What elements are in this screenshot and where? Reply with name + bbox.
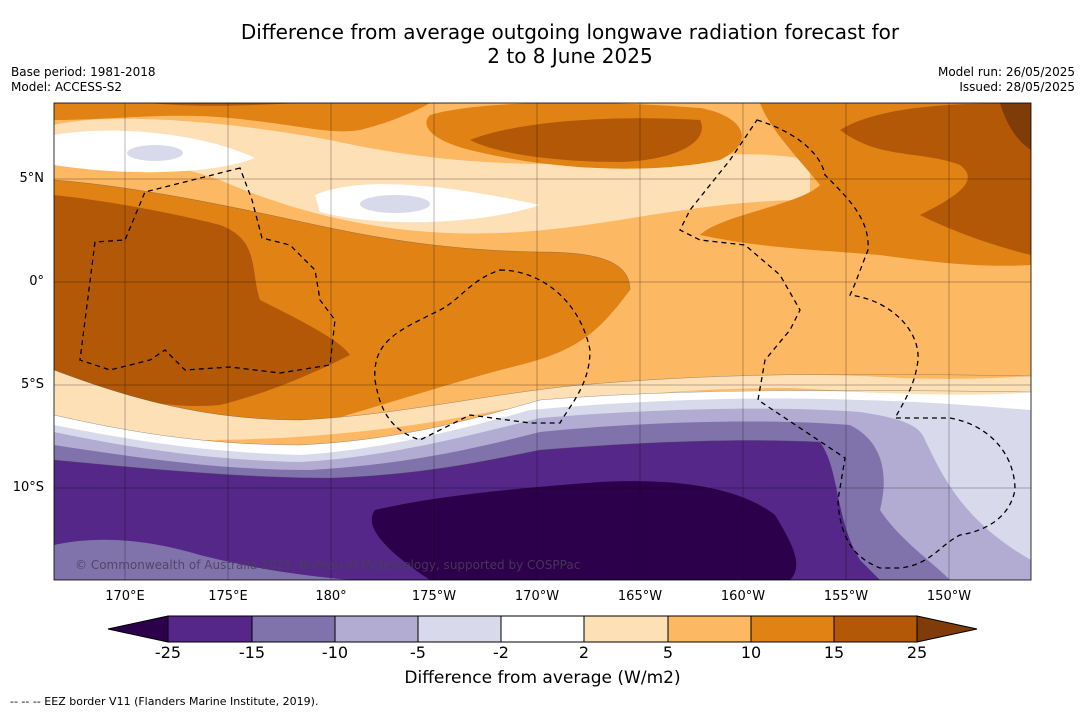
lat-label-10s: 10°S bbox=[12, 480, 44, 495]
colorbar-tick-9: 25 bbox=[906, 643, 928, 662]
eez-footnote: -- -- -- EEZ border V11 (Flanders Marine… bbox=[10, 695, 319, 708]
colorbar-tick-6: 5 bbox=[662, 643, 674, 662]
band-neg-small-1 bbox=[127, 145, 183, 161]
colorbar-high-arrow bbox=[916, 615, 978, 643]
colorbar-seg-2 bbox=[251, 615, 336, 643]
lon-label-170e: 170°E bbox=[105, 589, 145, 604]
base-period: Base period: 1981-2018 bbox=[11, 65, 156, 79]
band-lt-neg25 bbox=[371, 481, 797, 580]
model-name: Model: ACCESS-S2 bbox=[11, 80, 123, 94]
colorbar-seg-5 bbox=[500, 615, 585, 643]
lon-label-170w: 170°W bbox=[514, 589, 560, 604]
lat-label-eq: 0° bbox=[29, 274, 44, 289]
colorbar bbox=[107, 615, 978, 643]
colorbar-tick-5: 2 bbox=[578, 643, 590, 662]
lat-label-5s: 5°S bbox=[20, 377, 44, 392]
colorbar-tick-1: -15 bbox=[238, 643, 266, 662]
colorbar-seg-3 bbox=[334, 615, 419, 643]
band-neg-small-2 bbox=[360, 195, 430, 213]
anomaly-field bbox=[54, 103, 1031, 580]
lat-label-5n: 5°N bbox=[19, 171, 45, 186]
colorbar-tick-4: -2 bbox=[493, 643, 509, 662]
colorbar-seg-6 bbox=[583, 615, 669, 643]
band-10-15-top-left bbox=[54, 103, 430, 132]
graticule bbox=[54, 103, 1031, 580]
lon-label-165w: 165°W bbox=[617, 589, 663, 604]
title-line-1: Difference from average outgoing longwav… bbox=[240, 20, 900, 44]
map-frame bbox=[53, 102, 1032, 581]
issued-date: Issued: 28/05/2025 bbox=[959, 80, 1075, 94]
lon-label-175w: 175°W bbox=[411, 589, 457, 604]
band-15-25-east bbox=[840, 103, 1031, 255]
lon-label-180: 180° bbox=[315, 589, 347, 604]
band-2-5-north bbox=[54, 118, 810, 234]
colorbar-seg-8 bbox=[750, 615, 835, 643]
colorbar-seg-7 bbox=[667, 615, 752, 643]
band-15-25-top-left bbox=[150, 103, 300, 106]
band-15-25-west bbox=[54, 195, 350, 406]
colorbar-seg-4 bbox=[417, 615, 502, 643]
lon-label-175e: 175°E bbox=[208, 589, 248, 604]
band-neg10-15-sw bbox=[54, 539, 350, 580]
band-15-25-top-mid bbox=[470, 118, 702, 162]
meta-left: Base period: 1981-2018 Model: ACCESS-S2 bbox=[11, 65, 156, 95]
map-title: Difference from average outgoing longwav… bbox=[0, 20, 1085, 68]
colorbar-tick-2: -10 bbox=[321, 643, 349, 662]
model-run: Model run: 26/05/2025 bbox=[937, 65, 1075, 79]
colorbar-tick-3: -5 bbox=[410, 643, 426, 662]
band-2-5-south bbox=[54, 370, 1031, 440]
lon-label-160w: 160°W bbox=[720, 589, 766, 604]
colorbar-seg-1 bbox=[167, 615, 253, 643]
lon-label-155w: 155°W bbox=[823, 589, 869, 604]
colorbar-tick-7: 10 bbox=[740, 643, 762, 662]
colorbar-low-arrow bbox=[107, 615, 169, 643]
meta-right: Model run: 26/05/2025 Issued: 28/05/2025 bbox=[938, 65, 1075, 95]
lon-label-150w: 150°W bbox=[926, 589, 972, 604]
colorbar-tick-0: -25 bbox=[154, 643, 182, 662]
eez-borders bbox=[79, 119, 1016, 569]
colorbar-title: Difference from average (W/m2) bbox=[404, 668, 681, 688]
colorbar-seg-9 bbox=[833, 615, 918, 643]
colorbar-tick-8: 15 bbox=[823, 643, 845, 662]
title-line-2: 2 to 8 June 2025 bbox=[487, 44, 653, 68]
band-gt25-east bbox=[1000, 103, 1031, 150]
copyright-notice: © Commonwealth of Australia 2025, Bureau… bbox=[75, 558, 581, 572]
